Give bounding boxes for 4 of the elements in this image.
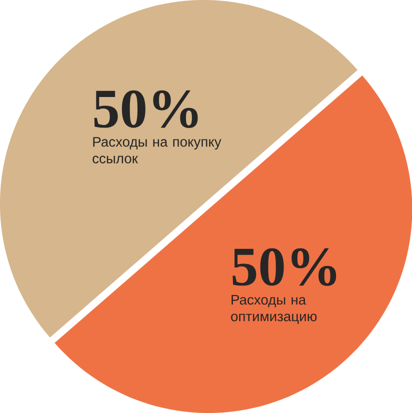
slice-label: Расходы на оптимизацию <box>230 295 317 324</box>
data-label: 50% <box>94 90 198 128</box>
data-label: 50% <box>232 248 336 286</box>
slice-label: Расходы на покупку ссылок <box>92 137 222 164</box>
